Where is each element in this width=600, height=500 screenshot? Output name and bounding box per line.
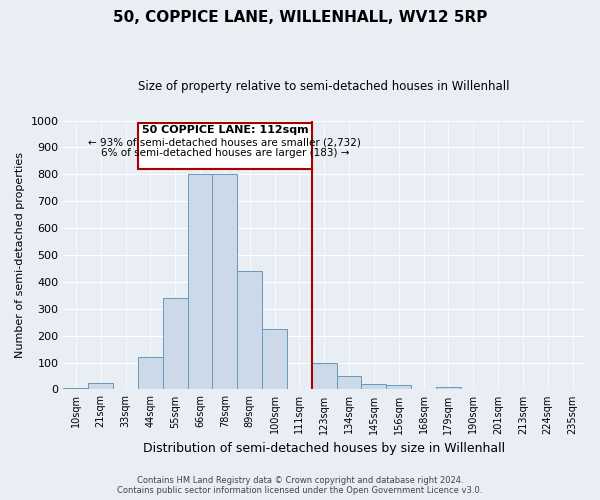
- Bar: [188, 174, 212, 390]
- FancyBboxPatch shape: [138, 123, 312, 169]
- Text: 50, COPPICE LANE, WILLENHALL, WV12 5RP: 50, COPPICE LANE, WILLENHALL, WV12 5RP: [113, 10, 487, 25]
- Text: 50 COPPICE LANE: 112sqm: 50 COPPICE LANE: 112sqm: [142, 125, 308, 135]
- Bar: [337, 376, 361, 390]
- Bar: [163, 298, 188, 390]
- Bar: [312, 362, 337, 390]
- Bar: [138, 357, 163, 390]
- Bar: [212, 174, 237, 390]
- Bar: [361, 384, 386, 390]
- Bar: [88, 382, 113, 390]
- Bar: [64, 388, 88, 390]
- Y-axis label: Number of semi-detached properties: Number of semi-detached properties: [15, 152, 25, 358]
- Title: Size of property relative to semi-detached houses in Willenhall: Size of property relative to semi-detach…: [139, 80, 510, 93]
- Text: Contains HM Land Registry data © Crown copyright and database right 2024.
Contai: Contains HM Land Registry data © Crown c…: [118, 476, 482, 495]
- Bar: [436, 386, 461, 390]
- Bar: [386, 386, 411, 390]
- Bar: [237, 271, 262, 390]
- X-axis label: Distribution of semi-detached houses by size in Willenhall: Distribution of semi-detached houses by …: [143, 442, 505, 455]
- Text: ← 93% of semi-detached houses are smaller (2,732): ← 93% of semi-detached houses are smalle…: [88, 137, 361, 147]
- Bar: [262, 329, 287, 390]
- Text: 6% of semi-detached houses are larger (183) →: 6% of semi-detached houses are larger (1…: [101, 148, 349, 158]
